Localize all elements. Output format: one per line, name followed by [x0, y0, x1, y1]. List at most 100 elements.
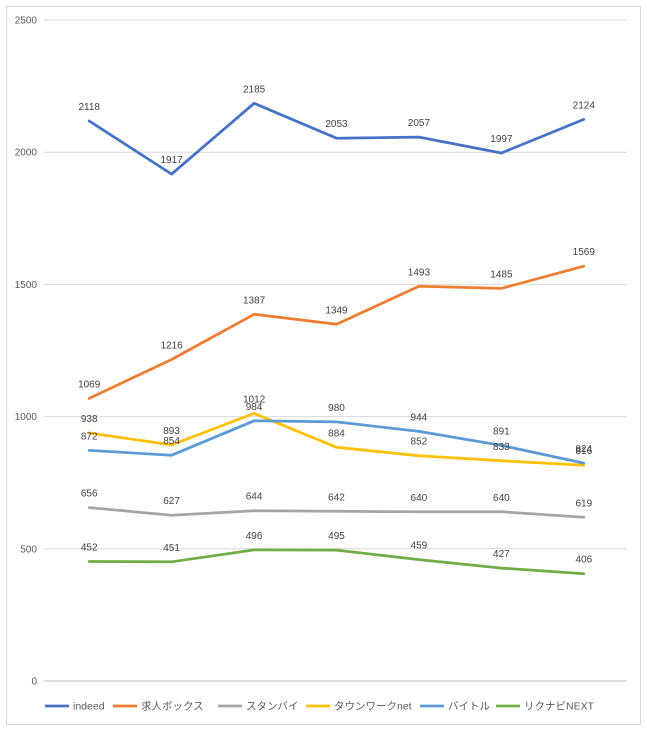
data-label: 2057 — [408, 118, 431, 129]
data-label: 2124 — [573, 100, 596, 111]
data-label: 1349 — [325, 305, 348, 316]
data-label: 984 — [246, 402, 263, 413]
data-label: 2053 — [325, 119, 348, 130]
data-label: 2118 — [78, 102, 100, 113]
y-tick-label: 1500 — [15, 280, 38, 291]
data-point — [252, 509, 256, 513]
y-axis-labels: 0 500 1000 1500 2000 2500 — [15, 16, 38, 688]
data-point — [87, 506, 91, 510]
data-point — [170, 560, 174, 564]
data-point — [417, 558, 421, 562]
data-label: 640 — [411, 493, 428, 504]
data-label: 619 — [575, 498, 592, 509]
legend-item: indeed — [45, 701, 105, 713]
data-label: 2185 — [243, 84, 266, 95]
data-label: 1012 — [243, 394, 266, 405]
data-label: 854 — [163, 436, 180, 447]
data-point — [87, 119, 91, 123]
data-label: 872 — [81, 431, 98, 442]
data-point — [417, 454, 421, 458]
data-point — [170, 453, 174, 457]
data-point — [582, 264, 586, 268]
legend-item: バイトル — [420, 701, 490, 713]
data-point — [499, 151, 503, 155]
data-label: 816 — [575, 446, 592, 457]
legend: indeed 求人ボックス スタンバイ タウンワークnet バイトル リクナビNEXT — [45, 701, 595, 713]
data-point — [417, 135, 421, 139]
data-point — [87, 560, 91, 564]
data-label: 1997 — [490, 134, 513, 145]
data-label: 640 — [493, 493, 510, 504]
legend-label: バイトル — [448, 701, 490, 713]
data-label: 852 — [411, 437, 428, 448]
data-label: 891 — [493, 426, 510, 437]
data-labels: 2118 1917 2185 2053 2057 1997 2124 1069 1216 1387… — [78, 84, 595, 565]
legend-item: タウンワークnet — [306, 701, 412, 713]
data-label: 627 — [163, 496, 180, 507]
data-label: 495 — [328, 531, 345, 542]
data-label: 1216 — [160, 341, 183, 352]
y-tick-label: 2500 — [15, 16, 38, 27]
data-point — [582, 461, 586, 465]
data-point — [335, 322, 339, 326]
legend-label: タウンワークnet — [334, 701, 412, 713]
data-point — [87, 396, 91, 400]
series-line-5 — [87, 419, 586, 465]
y-tick-label: 0 — [31, 677, 37, 688]
series-line-1 — [87, 101, 586, 176]
legend-item: リクナビNEXT — [496, 701, 595, 713]
data-label: 452 — [81, 543, 98, 554]
data-label: 459 — [411, 541, 428, 552]
data-label: 1485 — [490, 269, 513, 280]
data-label: 1387 — [243, 295, 266, 306]
data-point — [417, 510, 421, 514]
data-label: 1069 — [78, 379, 101, 390]
data-point — [170, 358, 174, 362]
data-label: 944 — [411, 412, 428, 423]
data-point — [582, 117, 586, 121]
data-point — [499, 510, 503, 514]
legend-label: スタンバイ — [246, 701, 299, 713]
data-point — [417, 284, 421, 288]
series-line-6 — [87, 548, 586, 576]
y-tick-label: 1000 — [15, 412, 38, 423]
data-label: 451 — [163, 543, 180, 554]
legend-item: スタンバイ — [218, 701, 299, 713]
data-point — [335, 445, 339, 449]
data-label: 642 — [328, 492, 345, 503]
data-point — [170, 513, 174, 517]
data-point — [335, 509, 339, 513]
y-tick-label: 2000 — [15, 148, 38, 159]
data-label: 1917 — [160, 155, 183, 166]
data-point — [252, 312, 256, 316]
data-point — [252, 419, 256, 423]
data-point — [499, 286, 503, 290]
data-point — [335, 136, 339, 140]
data-label: 938 — [81, 414, 98, 425]
data-label: 427 — [493, 549, 510, 560]
data-point — [87, 448, 91, 452]
legend-label: 求人ボックス — [141, 701, 204, 713]
legend-label: リクナビNEXT — [524, 701, 595, 713]
chart-border — [6, 6, 641, 725]
data-point — [252, 101, 256, 105]
series-line-3 — [87, 506, 586, 519]
data-label: 1493 — [408, 267, 431, 278]
series-line-2 — [87, 264, 586, 400]
data-point — [499, 459, 503, 463]
data-label: 644 — [246, 492, 263, 503]
data-label: 980 — [328, 403, 345, 414]
data-label: 656 — [81, 489, 98, 500]
data-label: 1569 — [573, 247, 596, 258]
data-point — [252, 548, 256, 552]
legend-label: indeed — [73, 701, 105, 713]
data-point — [499, 566, 503, 570]
gridlines — [44, 19, 627, 682]
series-line-4 — [87, 412, 586, 467]
data-label: 406 — [575, 555, 592, 566]
data-label: 824 — [575, 444, 592, 455]
data-label: 833 — [493, 442, 510, 453]
data-point — [335, 420, 339, 424]
y-tick-label: 500 — [20, 544, 37, 555]
